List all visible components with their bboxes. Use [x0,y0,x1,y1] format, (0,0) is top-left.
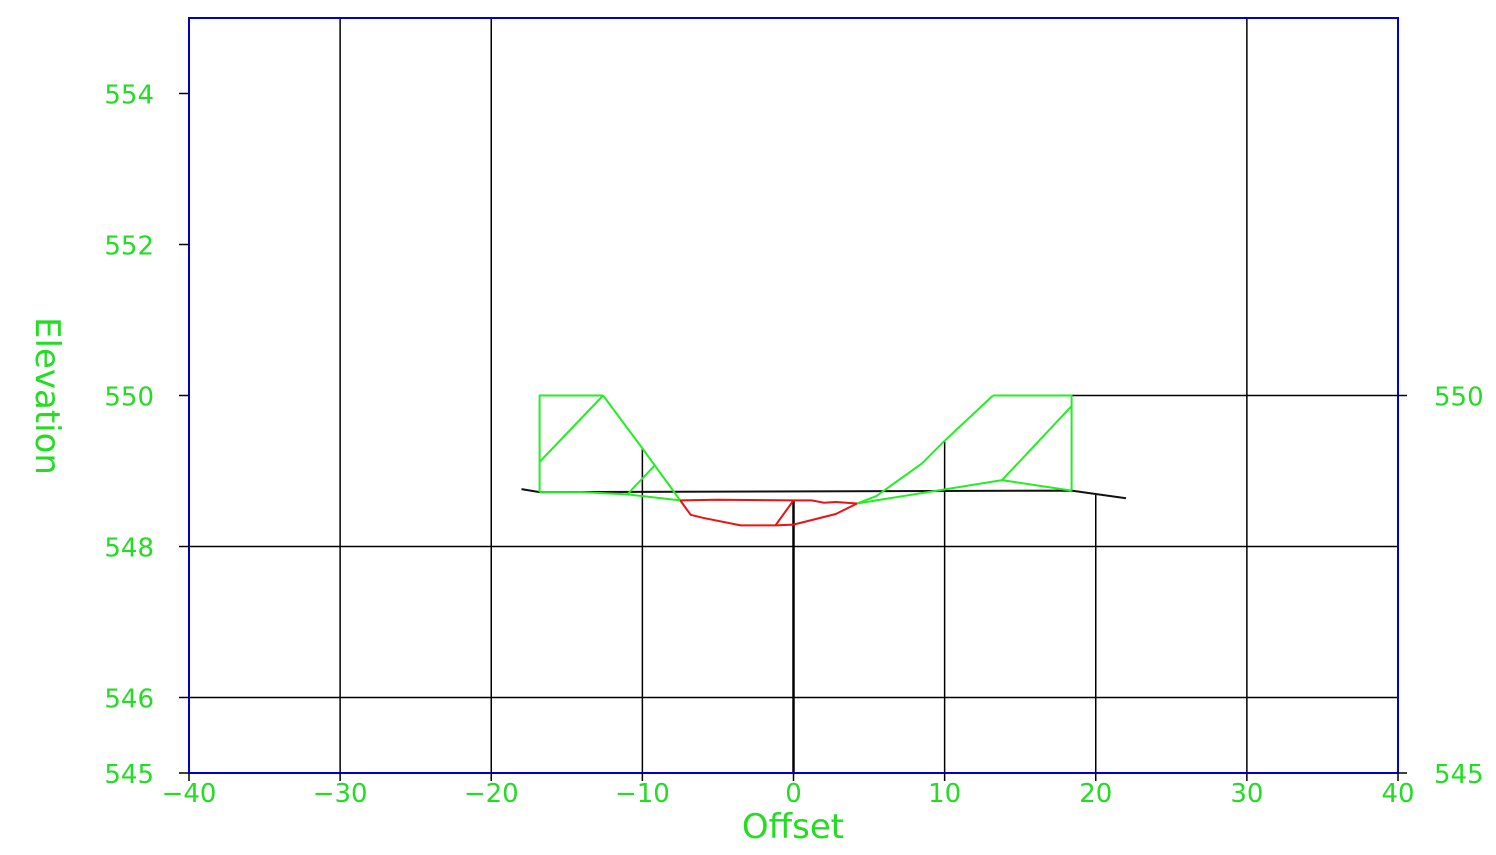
y-axis-title: Elevation [27,317,67,475]
series-existing-ground [521,488,1127,500]
y-tick-label-left: 550 [104,383,154,413]
x-tick-label: 20 [1079,779,1112,809]
grid-layer [189,18,1398,773]
series-right-diagonal [1001,405,1073,481]
x-tick-label: 0 [785,779,802,809]
series-design-ground [539,491,681,502]
series-channel-top [680,498,858,505]
series-channel-diagonal [774,499,795,526]
y-tick-label-left: 554 [104,81,154,111]
x-tick-label: −10 [615,779,670,809]
x-tick-label: −40 [162,779,217,809]
series-layer [521,394,1127,527]
series-left-diagonal [538,394,604,463]
series-left-slope [602,394,682,501]
y-tick-label-right: 550 [1434,383,1484,413]
axis-ticks: −40 −30 −20 −10 0 10 20 30 40 545 546 548 550 552 554 5… [104,81,1483,810]
y-tick-label-left: 552 [104,232,154,262]
series-left-small-diagonal [626,465,656,496]
x-tick-label: 40 [1381,779,1414,809]
series-right-box [993,394,1073,491]
x-tick-label: 30 [1230,779,1263,809]
series-channel-bottom [679,499,858,527]
y-tick-label-right: 545 [1434,760,1484,790]
x-tick-label: −20 [464,779,519,809]
series-right-slope [856,394,994,505]
y-tick-label-left: 545 [104,760,154,790]
series-left-box [538,394,604,493]
y-tick-label-left: 546 [104,685,154,715]
x-axis-title: Offset [742,807,844,847]
y-tick-label-left: 548 [104,534,154,564]
x-tick-label: 10 [928,779,961,809]
x-tick-label: −30 [313,779,368,809]
